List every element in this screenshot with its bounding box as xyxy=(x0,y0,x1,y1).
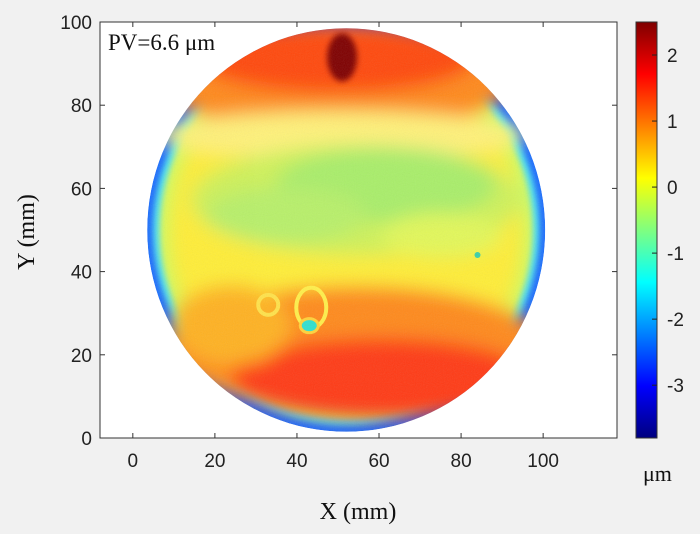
colorbar-unit: μm xyxy=(643,461,672,486)
y-tick-label: 0 xyxy=(81,429,92,450)
x-tick-label: 20 xyxy=(204,451,225,472)
colorbar-tick-label: 0 xyxy=(667,178,678,199)
colorbar-tick-label: -3 xyxy=(667,376,684,397)
y-tick-label: 40 xyxy=(71,263,92,284)
y-tick-label: 80 xyxy=(71,96,92,117)
colorbar: 2 1 0 -1 -2 -3 μm xyxy=(635,21,684,486)
x-tick-label: 60 xyxy=(368,451,389,472)
colorbar-gradient xyxy=(635,21,658,439)
y-tick-label: 100 xyxy=(60,13,92,34)
x-tick-label: 80 xyxy=(451,451,472,472)
axes: 0 20 40 60 80 100 0 20 40 60 80 100 xyxy=(60,13,618,472)
surface-map xyxy=(147,28,546,432)
colorbar-tick-label: 1 xyxy=(667,112,678,133)
y-tick-label: 20 xyxy=(71,346,92,367)
colorbar-tick-label: -1 xyxy=(667,244,684,265)
colorbar-tick-label: -2 xyxy=(667,310,684,331)
pv-annotation: PV=6.6 μm xyxy=(108,30,215,55)
axes-frame xyxy=(99,21,618,439)
x-tick-label: 0 xyxy=(128,451,139,472)
colorbar-tick-label: 2 xyxy=(667,46,678,67)
x-tick-label: 100 xyxy=(527,451,559,472)
x-tick-label: 40 xyxy=(286,451,307,472)
y-axis-label: Y (mm) xyxy=(14,194,40,270)
y-tick-label: 60 xyxy=(71,179,92,200)
x-axis-label: X (mm) xyxy=(320,499,397,525)
